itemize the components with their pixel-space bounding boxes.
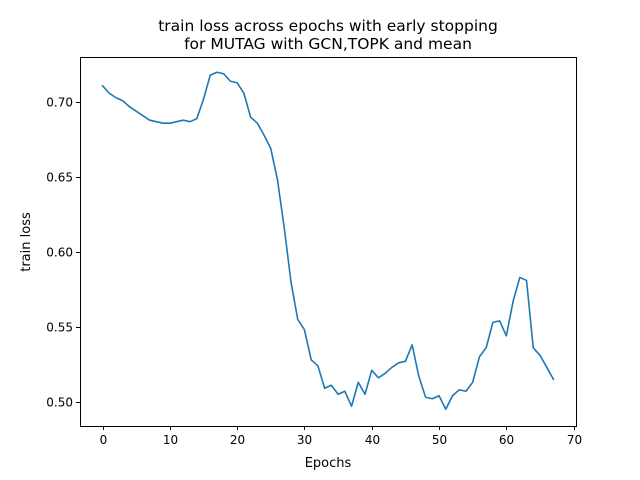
x-axis-label: Epochs: [305, 456, 352, 471]
x-tick-label: 10: [163, 433, 178, 447]
plot-area: [80, 57, 577, 427]
x-tick-label: 20: [230, 433, 245, 447]
x-tick-label: 60: [499, 433, 514, 447]
chart-title-line-2: for MUTAG with GCN,TOPK and mean: [184, 35, 472, 53]
y-tick-label: 0.70: [46, 96, 73, 110]
y-tick-label: 0.60: [46, 246, 73, 260]
y-tick-label: 0.50: [46, 396, 73, 410]
x-axis: 0 10 20 30 40 50 60 70: [100, 426, 582, 447]
x-tick-label: 30: [297, 433, 312, 447]
train-loss-line: [101, 71, 555, 411]
y-tick-label: 0.65: [46, 171, 73, 185]
chart-title-line-1: train loss across epochs with early stop…: [158, 17, 498, 35]
y-axis-label: train loss: [19, 212, 34, 272]
y-axis: 0.50 0.55 0.60 0.65 0.70: [46, 96, 80, 410]
x-tick-label: 40: [365, 433, 380, 447]
x-tick-label: 70: [567, 433, 582, 447]
x-tick-label: 50: [432, 433, 447, 447]
x-tick-label: 0: [100, 433, 108, 447]
plot-frame: [80, 57, 577, 427]
y-tick-label: 0.55: [46, 321, 73, 335]
